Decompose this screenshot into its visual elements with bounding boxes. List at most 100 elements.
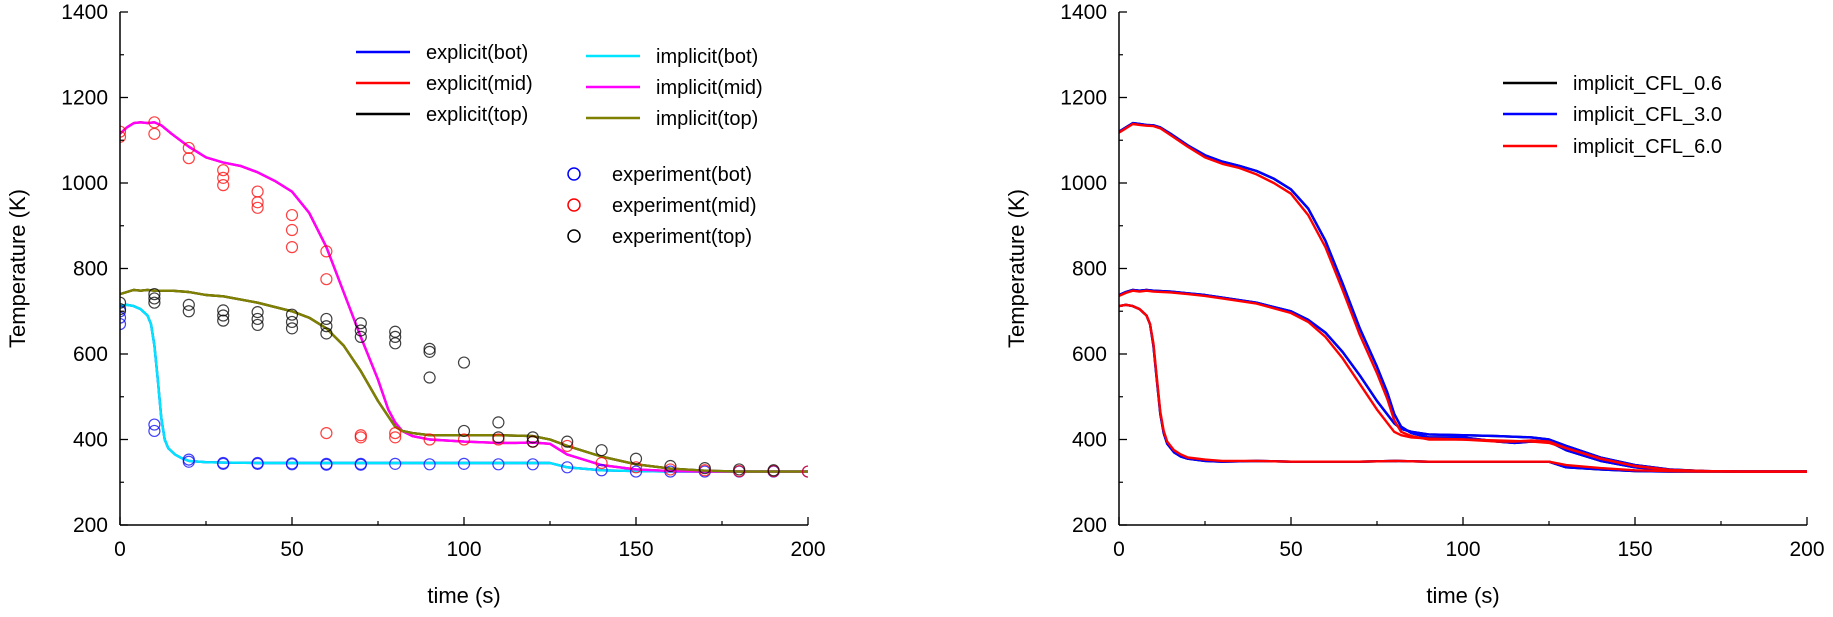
plot-area — [120, 116, 808, 478]
x-tick-label: 50 — [1279, 538, 1302, 561]
data-point — [423, 342, 436, 355]
x-tick-label: 200 — [1789, 538, 1824, 561]
series-experiment-bot-markers — [120, 305, 808, 478]
legend-item: explicit(mid) — [356, 73, 533, 95]
data-point — [120, 125, 127, 138]
data-point — [320, 245, 333, 258]
data-point — [285, 223, 299, 237]
plot-area — [1119, 121, 1807, 473]
data-point — [251, 201, 264, 214]
data-point — [251, 196, 264, 209]
data-point — [217, 304, 230, 317]
legend-label: explicit(top) — [426, 104, 528, 126]
legend-item: experiment(top) — [567, 226, 752, 248]
series-explicit-top-line — [120, 288, 808, 473]
data-point — [182, 141, 195, 155]
data-point — [148, 292, 161, 305]
data-point — [148, 296, 161, 309]
data-point — [251, 185, 264, 198]
series-implicit-top-line — [120, 288, 808, 473]
data-point — [285, 308, 299, 321]
y-tick-label: 800 — [1072, 258, 1107, 281]
x-tick-label: 100 — [446, 538, 481, 561]
data-point — [561, 439, 574, 453]
data-point — [148, 127, 161, 140]
data-point — [492, 416, 505, 429]
data-point — [389, 426, 402, 440]
legend-label: implicit(bot) — [656, 46, 758, 68]
data-point — [561, 435, 574, 448]
y-tick-label: 600 — [73, 343, 108, 366]
data-point — [320, 320, 333, 333]
data-point — [120, 130, 127, 143]
data-point — [354, 458, 367, 471]
data-point — [629, 461, 643, 474]
data-point — [629, 465, 643, 478]
data-point — [285, 315, 299, 329]
legend-label: experiment(bot) — [612, 164, 752, 186]
data-point — [148, 288, 161, 301]
data-point — [389, 431, 402, 444]
y-tick-label: 1400 — [61, 1, 108, 24]
data-point — [217, 457, 230, 470]
data-point — [457, 356, 471, 369]
x-tick-label: 150 — [618, 538, 653, 561]
data-point — [389, 337, 402, 350]
data-point — [423, 433, 436, 446]
legend-label: implicit(top) — [656, 108, 758, 130]
legend-marker — [567, 167, 581, 181]
data-point — [354, 324, 367, 337]
data-point — [767, 464, 780, 477]
data-point — [492, 458, 505, 471]
data-point — [148, 418, 161, 431]
data-point — [120, 317, 127, 331]
data-point — [320, 458, 333, 471]
data-point — [354, 431, 367, 444]
data-point — [423, 345, 436, 358]
legend-item: experiment(mid) — [567, 195, 756, 217]
x-axis-label: time (s) — [427, 583, 500, 608]
y-tick-label: 400 — [73, 429, 108, 452]
x-tick-label: 150 — [1617, 538, 1652, 561]
y-axis-label: Temperature (K) — [1004, 189, 1029, 348]
y-tick-label: 1200 — [1060, 87, 1107, 110]
series-implicit-cfl-0-6-line — [1119, 288, 1807, 473]
legend-item: implicit(mid) — [586, 77, 763, 99]
y-tick-label: 1400 — [1060, 1, 1107, 24]
data-point — [526, 435, 539, 448]
legend-item: explicit(top) — [356, 104, 528, 126]
legend-label: implicit(mid) — [656, 77, 763, 99]
data-point — [389, 457, 402, 470]
y-tick-label: 400 — [1072, 429, 1107, 452]
data-point — [182, 455, 195, 468]
data-point — [457, 457, 471, 470]
data-point — [182, 152, 195, 165]
series-implicit-bot-line — [120, 303, 808, 473]
data-point — [285, 208, 299, 222]
y-tick-label: 1000 — [61, 172, 108, 195]
axes: 200 400 600 800 1000 1200 1400 0 50 100 150 200 — [61, 1, 825, 561]
data-point — [320, 426, 333, 440]
series-experiment-top-markers — [120, 288, 780, 477]
data-point — [526, 431, 539, 444]
data-point — [423, 458, 436, 471]
legend-item: implicit_CFL_0.6 — [1503, 73, 1722, 95]
data-point — [561, 461, 574, 474]
legend-label: explicit(bot) — [426, 42, 528, 64]
x-axis-label: time (s) — [1426, 583, 1499, 608]
legend-label: implicit_CFL_0.6 — [1573, 73, 1722, 95]
data-point — [733, 463, 746, 476]
legend-label: implicit_CFL_3.0 — [1573, 104, 1722, 126]
legend-label: implicit_CFL_6.0 — [1573, 136, 1722, 158]
legend-marker — [567, 229, 581, 243]
data-point — [217, 171, 230, 184]
data-point — [801, 465, 808, 478]
legend-item: implicit(top) — [586, 108, 758, 130]
data-point — [320, 327, 333, 340]
legend-label: explicit(mid) — [426, 73, 533, 95]
y-axis-label: Temperature (K) — [5, 189, 30, 348]
data-point — [285, 241, 299, 254]
data-point — [320, 273, 333, 286]
data-point — [492, 431, 505, 444]
